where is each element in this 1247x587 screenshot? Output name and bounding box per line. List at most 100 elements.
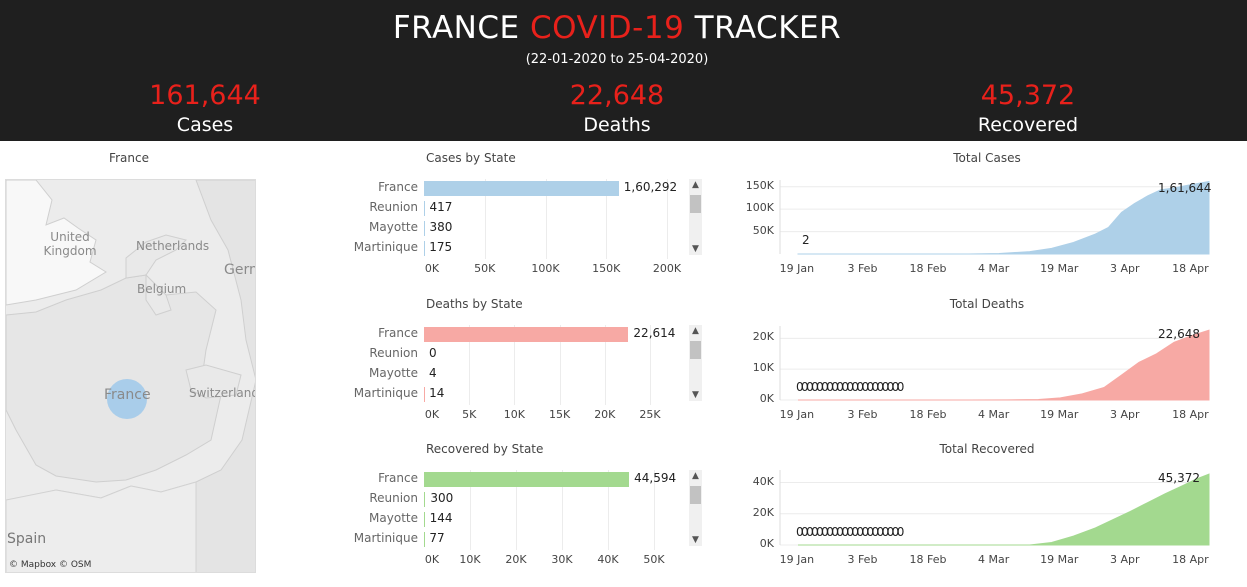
scroll-thumb[interactable] — [690, 341, 701, 359]
deaths-scrollbar[interactable]: ▲ ▼ — [689, 325, 702, 401]
recovered-bar-value: 44,594 — [634, 471, 677, 485]
scroll-up-icon[interactable]: ▲ — [692, 326, 699, 336]
total-cases-area[interactable] — [797, 180, 1210, 255]
cases-bar-value: 1,60,292 — [623, 180, 678, 194]
recovered-bar-value: 300 — [430, 491, 454, 505]
cases-bar[interactable] — [424, 181, 619, 196]
kpi-recovered-label: Recovered — [977, 114, 1079, 136]
scroll-up-icon[interactable]: ▲ — [692, 471, 699, 481]
scroll-down-icon[interactable]: ▼ — [692, 535, 699, 545]
scroll-thumb[interactable] — [690, 195, 701, 213]
cases-x-tick: 200K — [652, 262, 682, 275]
total-cases-end-label: 1,61,644 — [1158, 181, 1212, 195]
total-deaths-y-tick: 20K — [752, 330, 774, 344]
total-cases-x-tick: 18 Apr — [1172, 262, 1209, 275]
total-deaths-title: Total Deaths — [949, 297, 1025, 311]
recovered-category-label: France — [378, 471, 418, 485]
total-deaths-x-tick: 3 Feb — [847, 408, 878, 421]
scroll-thumb[interactable] — [690, 486, 701, 504]
recovered-x-tick: 50K — [643, 553, 665, 566]
recovered-bar[interactable] — [424, 512, 425, 527]
deaths-bar-value: 0 — [429, 346, 437, 360]
date-range: (22-01-2020 to 25-04-2020) — [525, 52, 709, 67]
recovered-scrollbar[interactable]: ▲ ▼ — [689, 470, 702, 546]
cases-bar-value: 417 — [429, 200, 453, 214]
total-deaths-x-tick: 18 Apr — [1172, 408, 1209, 421]
cases-scrollbar[interactable]: ▲ ▼ — [689, 179, 702, 255]
recovered-category-label: Martinique — [353, 531, 418, 545]
total-deaths-x-tick: 4 Mar — [978, 408, 1010, 421]
cases-x-tick: 50K — [474, 262, 496, 275]
map-basemap — [6, 180, 255, 572]
total-cases-x-tick: 4 Mar — [978, 262, 1010, 275]
title-part-country: FRANCE — [392, 10, 530, 46]
kpi-cases-value: 161,644 — [149, 80, 261, 111]
total-cases-x-tick: 3 Feb — [847, 262, 878, 275]
total-cases-start-label: 2 — [802, 233, 810, 247]
deaths-gridline — [650, 325, 651, 405]
recovered-by-state-title: Recovered by State — [426, 442, 544, 456]
title-part-accent: COVID-19 — [529, 10, 685, 46]
recovered-x-tick: 30K — [551, 553, 573, 566]
deaths-gridline — [559, 325, 561, 405]
page-title: FRANCE COVID-19 TRACKER — [0, 10, 1234, 46]
deaths-category-label: France — [378, 326, 418, 340]
total-recovered-y-tick: 0K — [759, 537, 774, 550]
scroll-up-icon[interactable]: ▲ — [692, 180, 699, 190]
total-cases-x-tick: 18 Feb — [909, 262, 947, 275]
cases-bar-value: 380 — [429, 220, 453, 234]
total-recovered-y-tick: 40K — [752, 474, 774, 488]
map-view[interactable]: United Kingdom Netherlands Belgium Germ … — [5, 179, 256, 573]
scroll-down-icon[interactable]: ▼ — [692, 390, 699, 400]
total-cases-x-tick: 3 Apr — [1110, 262, 1140, 275]
map-label-spain: Spain — [7, 531, 47, 547]
kpi-deaths-label: Deaths — [583, 114, 651, 136]
total-deaths-x-tick: 19 Jan — [779, 408, 815, 421]
recovered-bar[interactable] — [424, 472, 630, 487]
map-label-belgium: Belgium — [137, 282, 187, 296]
kpi-deaths-value: 22,648 — [569, 80, 665, 111]
map-label-france: France — [104, 387, 151, 403]
cases-bar[interactable] — [424, 201, 425, 216]
total-recovered-x-tick: 18 Apr — [1172, 553, 1209, 566]
deaths-gridline — [469, 325, 471, 405]
title-part-tracker: TRACKER — [684, 10, 842, 46]
cases-gridline — [484, 179, 486, 259]
deaths-gridline — [604, 325, 606, 405]
deaths-x-tick: 20K — [594, 408, 616, 421]
recovered-x-tick: 40K — [597, 553, 619, 566]
deaths-category-label: Mayotte — [369, 366, 418, 380]
scroll-down-icon[interactable]: ▼ — [692, 244, 699, 254]
map-label-united-kingdom: United Kingdom — [43, 230, 97, 258]
deaths-bar[interactable] — [424, 327, 629, 342]
map-label-netherlands: Netherlands — [136, 239, 210, 253]
deaths-bar-value: 4 — [429, 366, 437, 380]
cases-bar-value: 175 — [429, 240, 453, 254]
kpi-cases: 161,644 Cases — [95, 80, 315, 138]
kpi-cases-label: Cases — [176, 114, 234, 136]
recovered-x-tick: 20K — [505, 553, 527, 566]
deaths-category-label: Martinique — [353, 386, 418, 400]
total-recovered-x-tick: 19 Jan — [779, 553, 815, 566]
cases-category-label: Reunion — [369, 200, 418, 214]
map-bubble-france[interactable] — [107, 379, 147, 419]
kpi-recovered-value: 45,372 — [980, 80, 1076, 111]
total-cases-title: Total Cases — [953, 151, 1021, 165]
total-cases-y-tick: 150K — [745, 178, 774, 192]
recovered-bar[interactable] — [424, 492, 426, 507]
recovered-gridline — [470, 470, 471, 550]
total-recovered-early-value-labels: 000000000000000000000 — [796, 525, 904, 539]
map-label-switzerland: Switzerland — [189, 386, 256, 400]
cases-category-label: France — [378, 180, 418, 194]
map-credit: © Mapbox © OSM — [9, 560, 92, 570]
cases-gridline — [545, 179, 547, 259]
deaths-gridline — [514, 325, 516, 405]
deaths-x-tick: 10K — [503, 408, 525, 421]
total-cases-x-tick: 19 Mar — [1040, 262, 1079, 275]
deaths-x-tick: 5K — [462, 408, 477, 421]
kpi-recovered: 45,372 Recovered — [918, 80, 1138, 138]
total-recovered-end-label: 45,372 — [1158, 471, 1200, 485]
deaths-x-tick: 25K — [639, 408, 661, 421]
deaths-category-label: Reunion — [369, 346, 418, 360]
